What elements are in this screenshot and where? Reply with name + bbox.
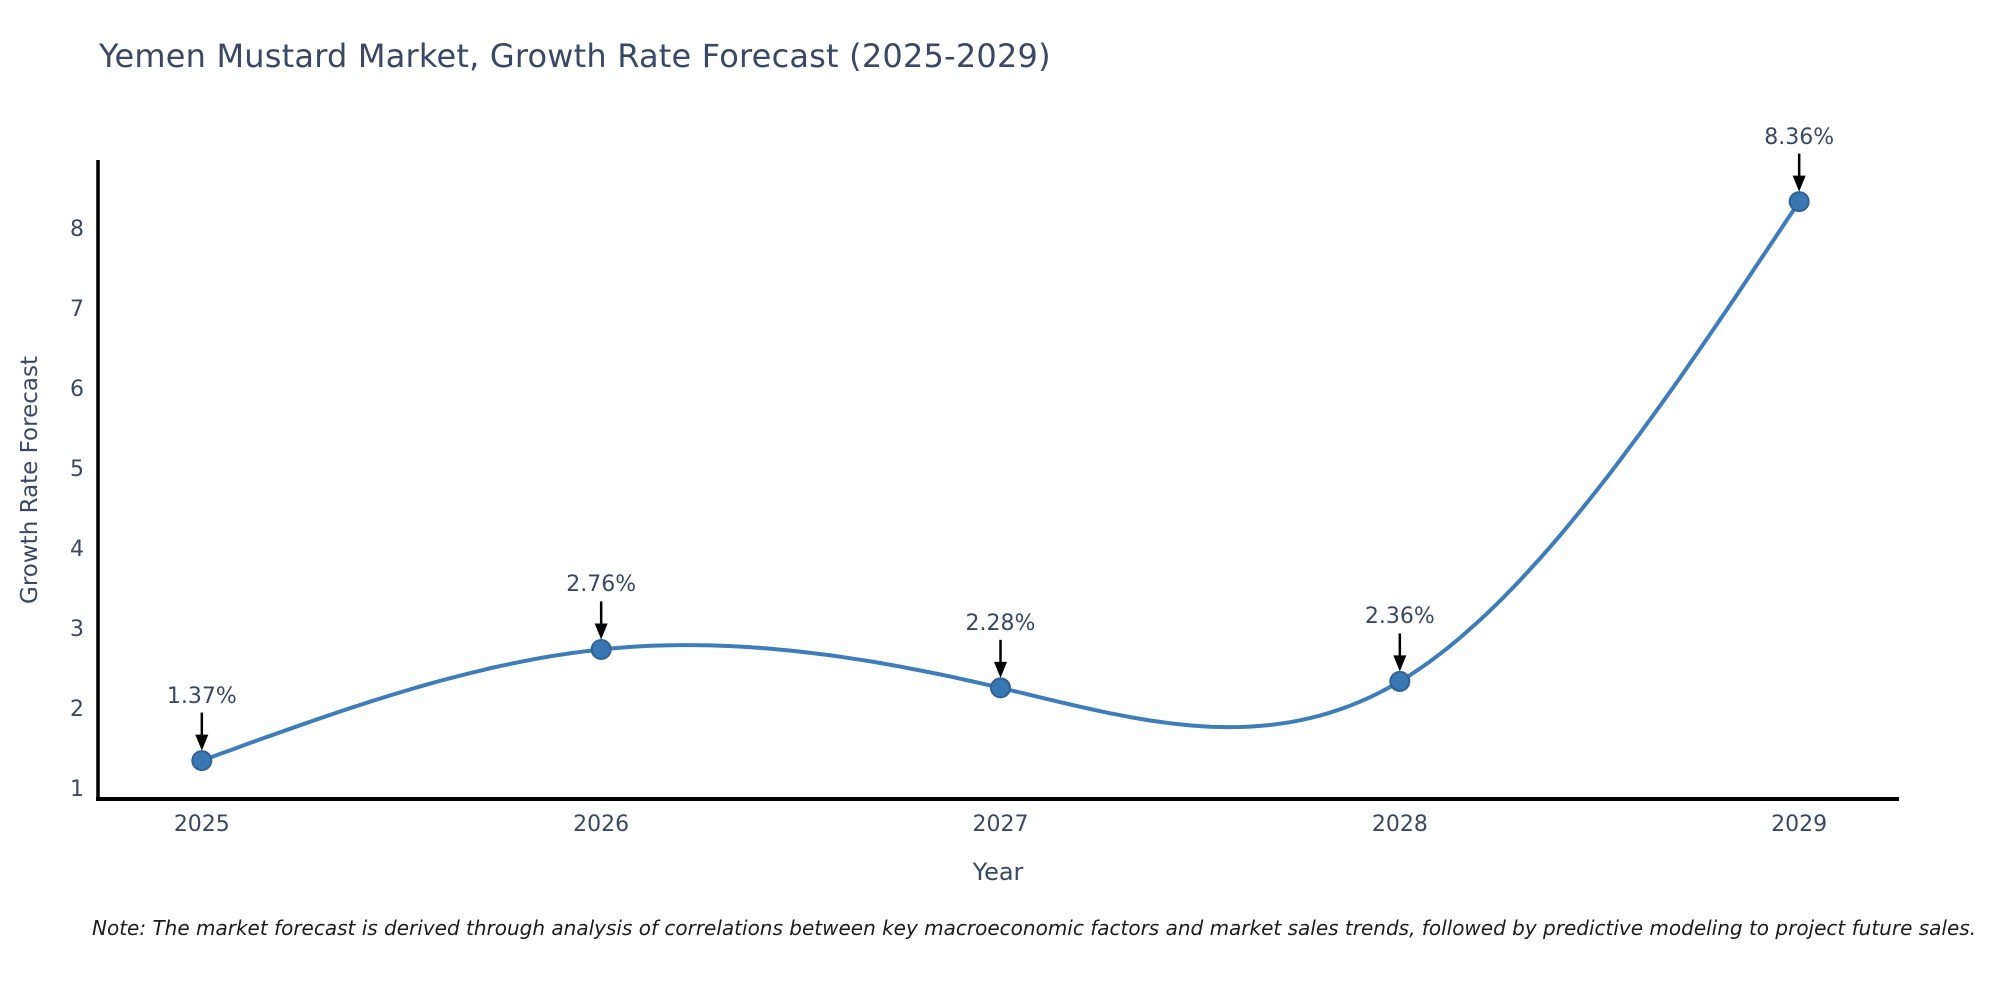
point-value-label: 2.76%	[566, 572, 637, 598]
x-tick-label: 2027	[972, 812, 1029, 837]
annotation-arrow-head	[993, 661, 1007, 678]
data-point-marker	[989, 677, 1011, 699]
y-tick-label: 7	[70, 297, 84, 323]
x-axis-title: Year	[972, 858, 1024, 886]
annotation-arrow-head	[1393, 655, 1407, 672]
y-tick-label: 6	[70, 377, 84, 403]
annotation-arrow-head	[195, 734, 209, 751]
data-point-marker	[1788, 191, 1810, 213]
data-point-marker	[191, 750, 213, 772]
data-point-marker	[590, 638, 612, 660]
y-tick-label: 1	[70, 777, 84, 803]
footnote: Note: The market forecast is derived thr…	[92, 916, 1977, 940]
x-tick-label: 2026	[573, 812, 630, 837]
point-value-label: 8.36%	[1764, 124, 1835, 150]
y-tick-label: 2	[70, 697, 84, 723]
annotation-arrow-head	[594, 623, 608, 640]
point-value-label: 1.37%	[166, 683, 237, 709]
y-tick-label: 8	[70, 217, 84, 243]
point-value-label: 2.36%	[1364, 604, 1435, 630]
annotation-arrow-head	[1792, 175, 1806, 192]
y-tick-label: 5	[70, 457, 84, 483]
point-value-label: 2.28%	[965, 610, 1036, 636]
y-tick-label: 4	[70, 537, 84, 563]
data-point-marker	[1389, 670, 1411, 692]
x-tick-label: 2029	[1771, 812, 1828, 837]
y-axis-title: Growth Rate Forecast	[17, 356, 43, 604]
y-tick-label: 3	[70, 617, 84, 643]
x-tick-label: 2028	[1371, 812, 1428, 837]
x-tick-label: 2025	[173, 812, 230, 837]
chart-title: Yemen Mustard Market, Growth Rate Foreca…	[99, 37, 1051, 75]
